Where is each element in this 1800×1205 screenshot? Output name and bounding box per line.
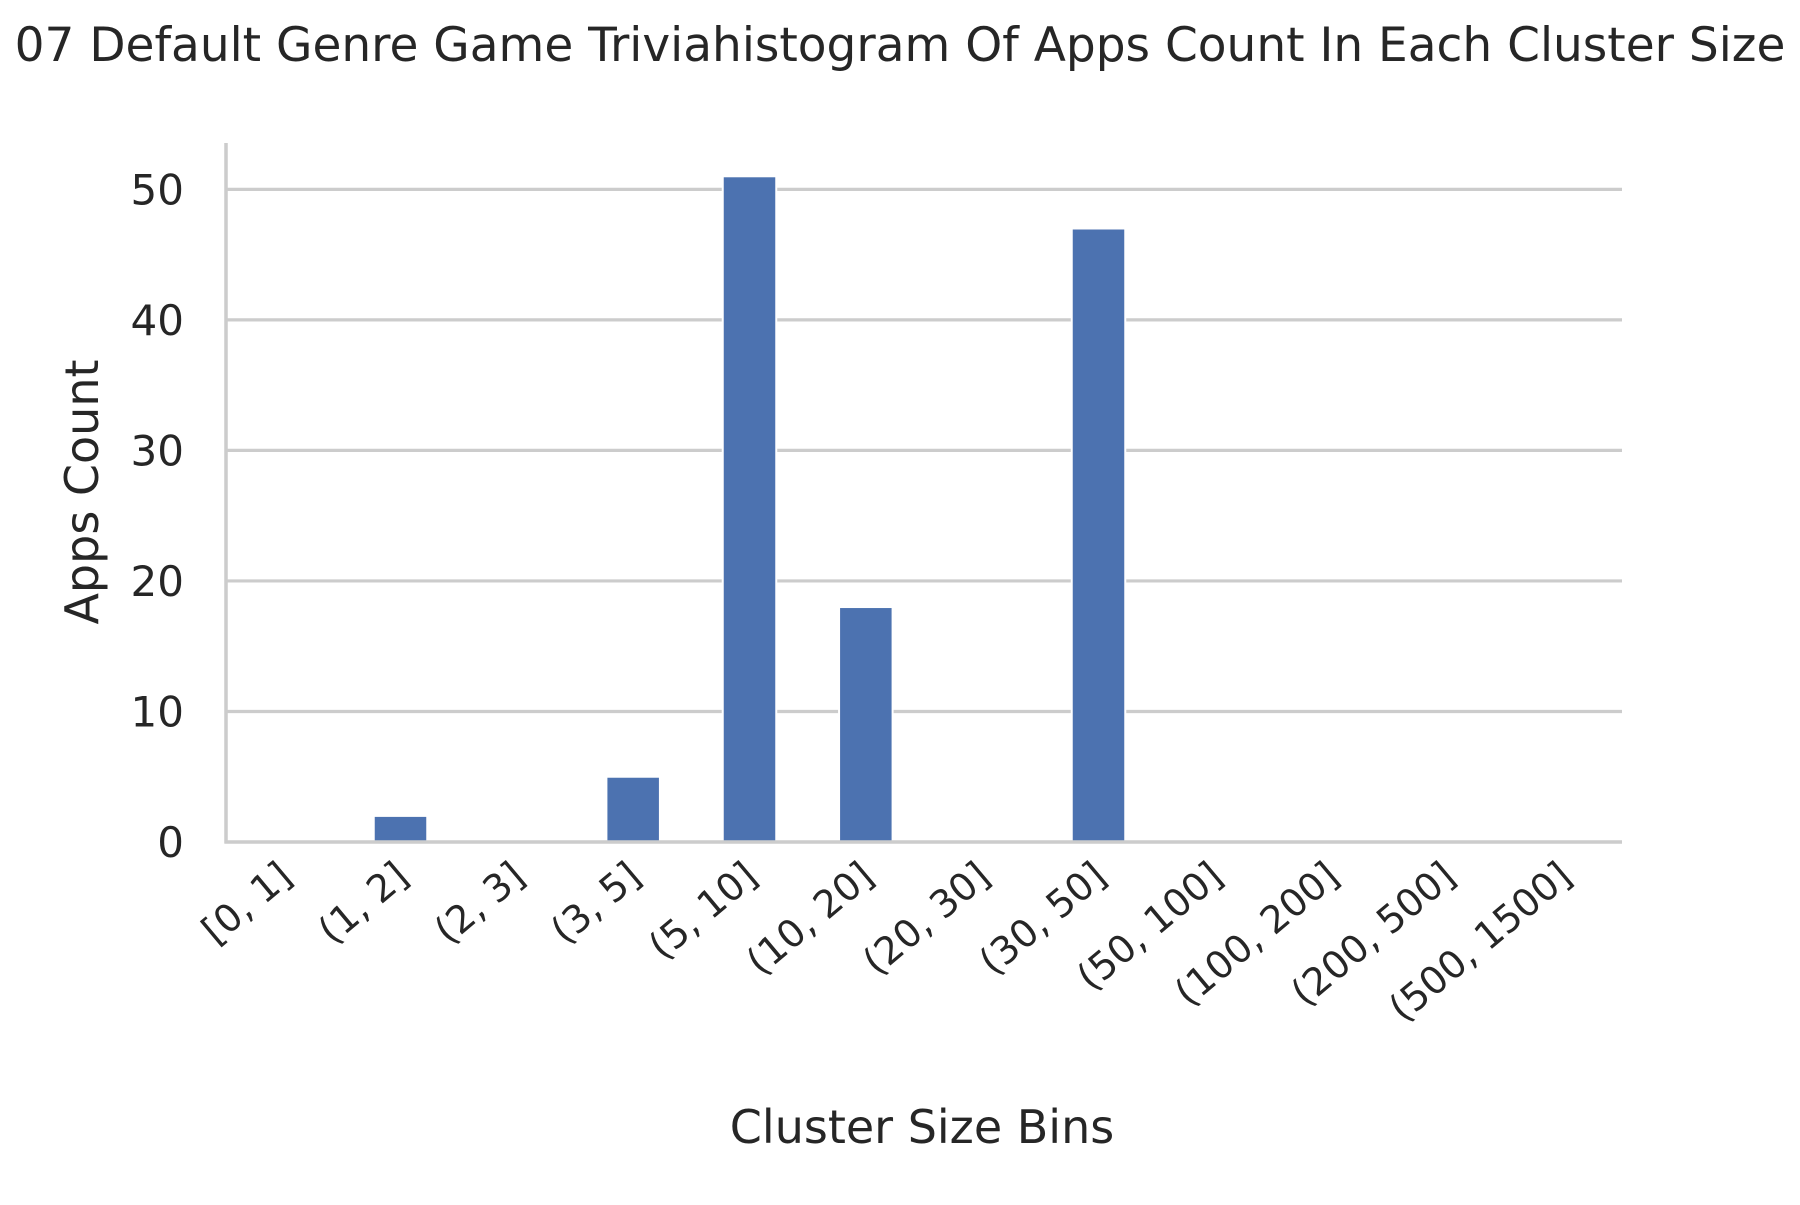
bar-5 (838, 606, 894, 843)
x-tick-label-0: [0, 1] (193, 853, 300, 952)
x-tick-label-6: (20, 30] (854, 853, 998, 983)
bar-7 (1070, 227, 1127, 843)
x-tick-labels: [0, 1] (1, 2] (2, 3] (3, 5](5, 10](10, 20](… (193, 853, 1579, 1030)
bar-3 (605, 775, 661, 843)
chart-title: 07 Default Genre Game Triviahistogram Of… (15, 18, 1786, 73)
bar-4 (721, 175, 778, 844)
y-tick-label-30: 30 (131, 426, 184, 475)
axes (224, 143, 1622, 844)
x-tick-label-3: (3, 5] (542, 853, 649, 952)
x-tick-label-2: (2, 3] (426, 853, 533, 952)
gridlines (226, 187, 1622, 714)
bar-1 (372, 814, 429, 843)
y-tick-label-0: 0 (157, 818, 184, 867)
x-tick-label-1: (1, 2] (310, 853, 417, 952)
x-tick-label-5: (10, 20] (738, 853, 882, 983)
y-tick-label-40: 40 (131, 296, 184, 345)
bars (372, 175, 1127, 844)
y-axis-label: Apps Count (55, 359, 109, 624)
x-axis-label: Cluster Size Bins (730, 1100, 1114, 1154)
y-tick-label-50: 50 (131, 165, 184, 214)
y-tick-labels: 0 10 20 30 40 50 (131, 165, 184, 867)
y-tick-label-10: 10 (131, 687, 184, 736)
y-tick-label-20: 20 (131, 557, 184, 606)
